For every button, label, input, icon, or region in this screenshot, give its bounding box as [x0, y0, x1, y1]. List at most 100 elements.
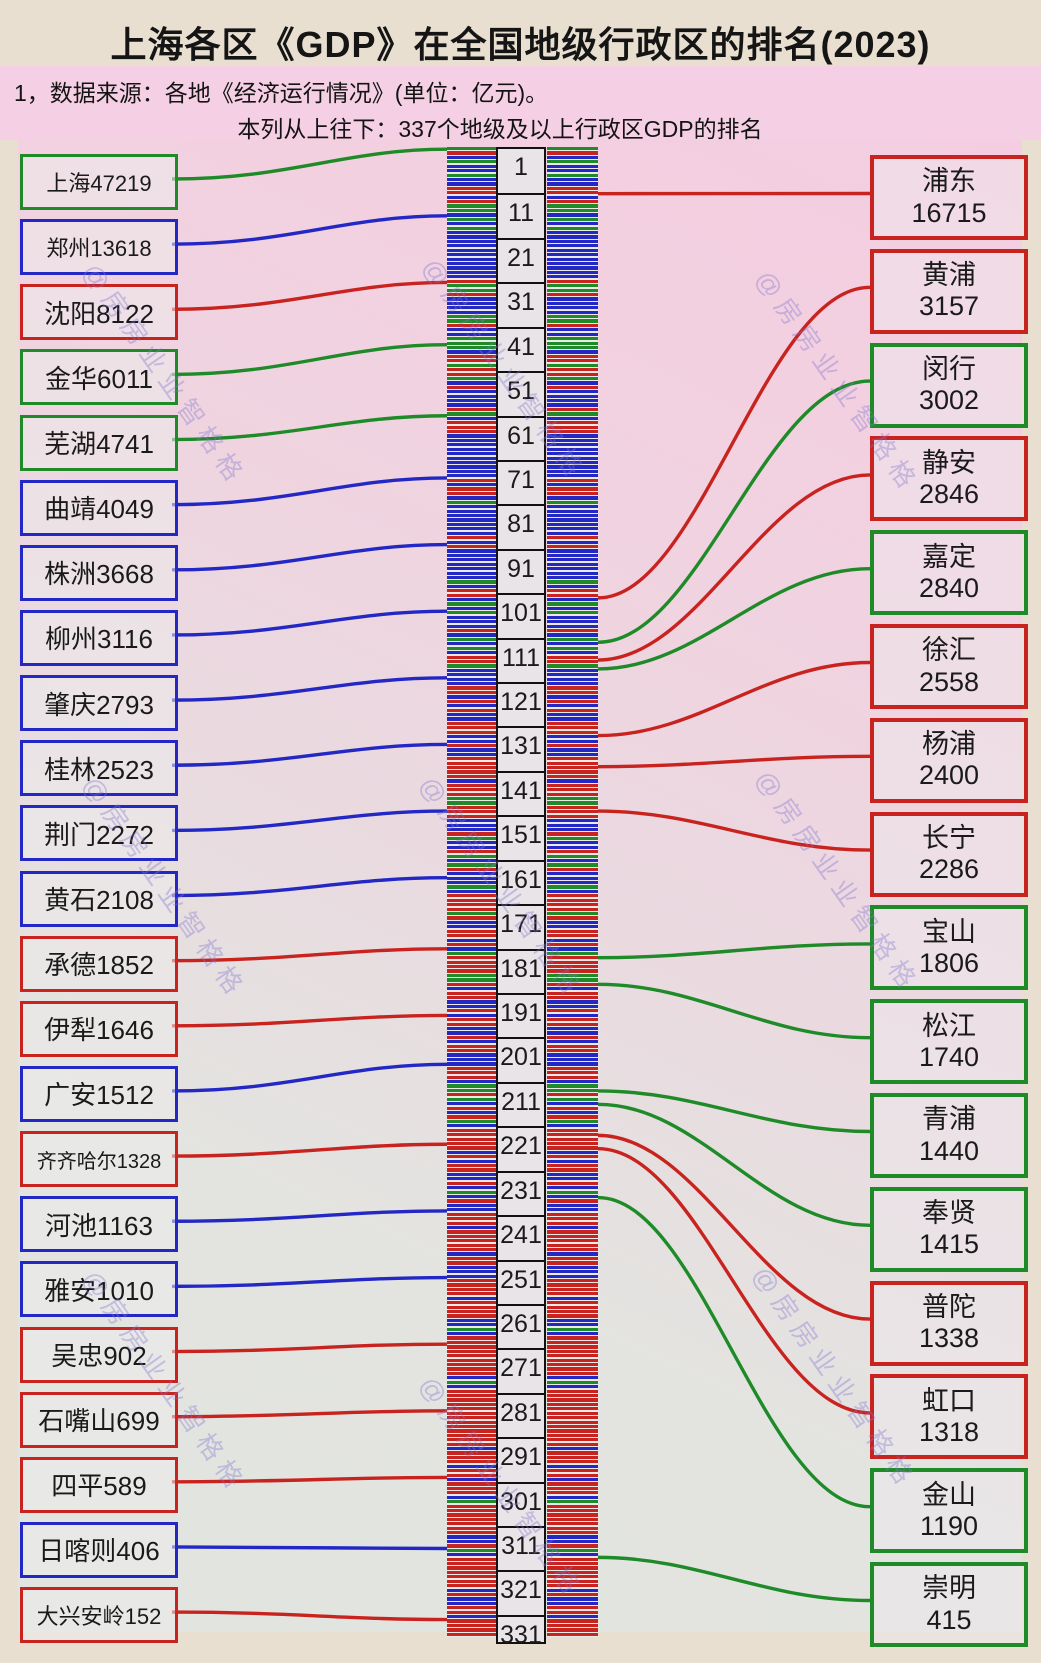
rank-stripe — [547, 231, 598, 235]
rank-stripe — [447, 456, 496, 460]
right-district-box: 虹口 1318 — [870, 1374, 1028, 1460]
rank-stripe — [547, 1296, 598, 1300]
rank-stripe — [447, 372, 496, 376]
rank-stripe — [547, 1522, 598, 1526]
left-city-box: 郑州13618 — [20, 219, 178, 276]
rank-stripe — [447, 1570, 496, 1575]
rank-stripe — [547, 363, 598, 367]
rank-stripe — [547, 1416, 598, 1420]
district-value: 1415 — [918, 1229, 980, 1260]
rank-stripe — [447, 881, 496, 885]
rank-stripe — [547, 659, 598, 664]
rank-stripe — [547, 1203, 598, 1208]
rank-stripe — [447, 1146, 496, 1150]
district-value: 2286 — [918, 854, 980, 885]
rank-stripe — [547, 1062, 598, 1066]
rank-tick-label: 21 — [498, 237, 544, 276]
rank-stripe — [547, 1398, 598, 1402]
rank-stripe — [547, 1385, 598, 1389]
rank-stripe — [447, 624, 496, 628]
rank-stripe — [547, 1447, 598, 1451]
rank-stripe — [547, 1265, 598, 1269]
rank-stripe — [547, 1433, 598, 1437]
rank-stripe — [547, 394, 598, 398]
rank-stripe — [547, 779, 598, 783]
rank-stripe — [547, 239, 598, 244]
rank-stripe — [447, 1358, 496, 1362]
rank-stripe — [447, 1115, 496, 1119]
rank-stripe — [547, 836, 598, 840]
rank-stripe — [547, 858, 598, 863]
rank-stripe — [447, 1274, 496, 1278]
rank-stripe — [547, 1000, 598, 1004]
rank-stripe — [447, 668, 496, 672]
left-city-box: 桂林2523 — [20, 740, 178, 797]
rank-stripe — [447, 1018, 496, 1022]
rank-stripe — [447, 894, 496, 898]
rank-stripe — [547, 1292, 598, 1296]
rank-stripe — [447, 1473, 496, 1477]
rank-stripe — [547, 1597, 598, 1601]
rank-stripe — [547, 1495, 598, 1499]
rank-stripe — [447, 1181, 496, 1185]
rank-stripe — [547, 810, 598, 814]
rank-stripe — [447, 907, 496, 911]
rank-stripe — [547, 1438, 598, 1442]
rank-stripe — [547, 898, 598, 902]
rank-stripe — [447, 478, 496, 482]
rank-stripe — [447, 151, 496, 155]
rank-stripe — [447, 982, 496, 986]
rank-stripe — [447, 947, 496, 951]
rank-stripe — [447, 850, 496, 854]
rank-stripe — [547, 1469, 598, 1473]
rank-stripe — [447, 1623, 496, 1628]
rank-stripe — [547, 1279, 598, 1283]
rank-stripe — [547, 222, 598, 226]
rank-stripe — [447, 231, 496, 235]
rank-stripe — [447, 385, 496, 389]
rank-stripe — [547, 1212, 598, 1216]
rank-stripe — [547, 447, 598, 451]
rank-stripe — [547, 452, 598, 456]
rank-stripe — [447, 580, 496, 584]
rank-tick-label: 111 — [498, 637, 544, 676]
rank-stripe — [447, 186, 496, 190]
rank-stripe — [447, 1199, 496, 1203]
rank-stripe — [447, 1279, 496, 1283]
rank-stripe — [547, 620, 598, 624]
rank-stripe — [547, 407, 598, 412]
rank-stripe — [447, 699, 496, 703]
rank-stripe — [447, 1057, 496, 1062]
rank-stripe — [447, 1323, 496, 1327]
rank-stripe — [547, 1570, 598, 1575]
rank-stripe — [547, 434, 598, 438]
rank-stripe — [447, 487, 496, 491]
rank-stripe — [447, 659, 496, 664]
rank-stripe — [547, 1013, 598, 1017]
rank-stripe — [547, 416, 598, 420]
rank-stripe — [547, 1230, 598, 1234]
rank-stripe — [547, 1181, 598, 1185]
rank-stripe — [547, 819, 598, 823]
district-value: 1806 — [918, 947, 980, 978]
rank-stripe — [547, 514, 598, 518]
rank-stripe — [447, 1632, 496, 1636]
rank-stripe — [547, 531, 598, 535]
rank-stripe — [547, 549, 598, 553]
right-district-box: 静安 2846 — [870, 436, 1028, 522]
rank-stripe — [547, 757, 598, 761]
district-value: 16715 — [911, 197, 987, 228]
rank-stripe — [547, 624, 598, 628]
rank-stripe — [547, 1376, 598, 1380]
rank-stripe — [547, 637, 598, 642]
rank-stripe — [447, 845, 496, 849]
rank-stripe — [547, 1239, 598, 1243]
rank-stripe — [447, 239, 496, 244]
rank-stripe — [547, 368, 598, 372]
rank-stripe — [447, 1031, 496, 1035]
rank-stripe — [447, 598, 496, 602]
rank-stripe — [447, 1477, 496, 1482]
rank-stripe — [447, 805, 496, 810]
rank-stripe — [547, 651, 598, 655]
rank-stripe — [447, 430, 496, 434]
